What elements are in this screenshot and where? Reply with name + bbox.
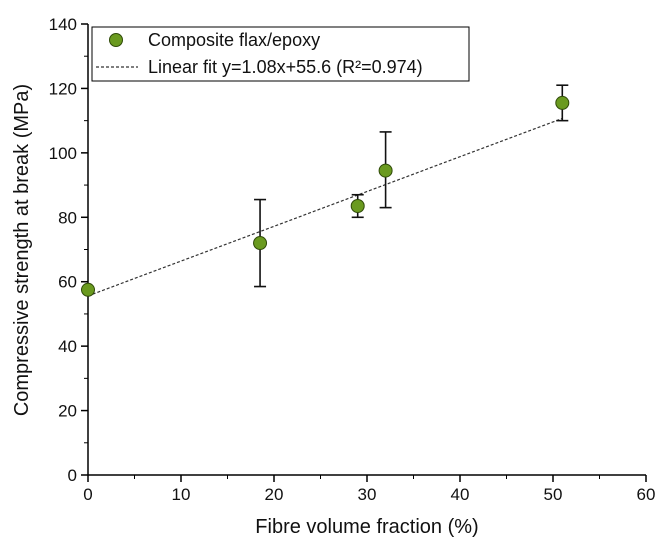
x-tick-label: 60 xyxy=(637,485,656,504)
y-tick-label: 140 xyxy=(49,15,77,34)
legend-label-points: Composite flax/epoxy xyxy=(148,30,320,50)
x-tick-label: 0 xyxy=(83,485,92,504)
y-tick-label: 40 xyxy=(58,337,77,356)
y-axis-title: Compressive strength at break (MPa) xyxy=(11,84,33,416)
legend: Composite flax/epoxy Linear fit y=1.08x+… xyxy=(91,26,470,82)
x-ticks: 0 10 20 30 40 50 60 xyxy=(83,475,655,504)
y-tick-label: 0 xyxy=(68,466,77,485)
data-point xyxy=(350,199,365,214)
data-point xyxy=(253,236,268,251)
x-axis-title: Fibre volume fraction (%) xyxy=(255,516,478,538)
error-bars xyxy=(254,84,569,288)
x-tick-label: 20 xyxy=(265,485,284,504)
y-tick-label: 100 xyxy=(49,144,77,163)
data-point xyxy=(81,282,95,297)
x-tick-label: 50 xyxy=(544,485,563,504)
legend-label-fit: Linear fit y=1.08x+55.6 (R²=0.974) xyxy=(148,57,423,77)
y-ticks: 0 20 40 60 80 100 120 140 xyxy=(49,15,88,485)
data-points xyxy=(81,95,570,297)
y-tick-label: 80 xyxy=(58,208,77,227)
y-tick-label: 20 xyxy=(58,402,77,421)
legend-marker-points xyxy=(109,33,123,47)
data-point xyxy=(555,95,570,110)
y-tick-label: 120 xyxy=(49,79,77,98)
x-tick-label: 40 xyxy=(451,485,470,504)
x-tick-label: 10 xyxy=(172,485,191,504)
legend-box xyxy=(91,26,470,82)
data-point xyxy=(378,163,393,178)
y-tick-label: 60 xyxy=(58,273,77,292)
x-tick-label: 30 xyxy=(358,485,377,504)
fit-layer xyxy=(87,117,563,297)
fit-line xyxy=(87,117,563,297)
